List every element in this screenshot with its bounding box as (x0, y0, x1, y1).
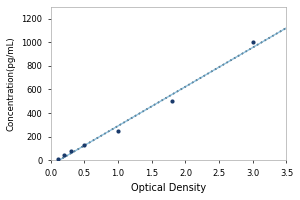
X-axis label: Optical Density: Optical Density (131, 183, 206, 193)
Y-axis label: Concentration(pg/mL): Concentration(pg/mL) (7, 36, 16, 131)
